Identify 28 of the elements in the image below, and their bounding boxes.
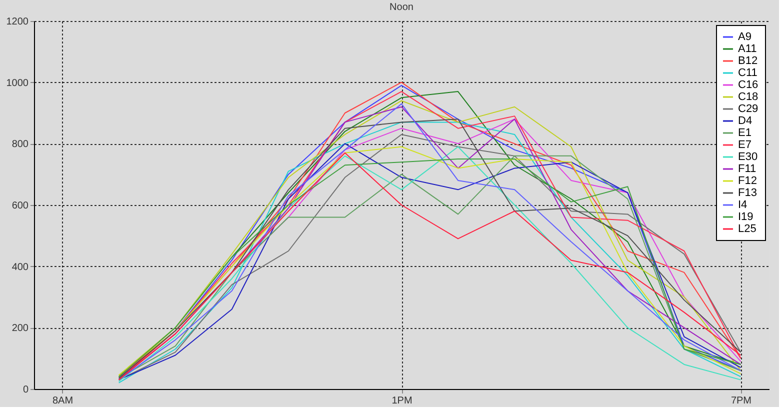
legend-label: I4: [738, 199, 748, 211]
x-tick-label: 1PM: [392, 396, 412, 406]
legend-label: A9: [738, 31, 752, 43]
legend-label: C29: [738, 103, 758, 115]
legend-label: C16: [738, 79, 758, 91]
legend-label: C18: [738, 91, 758, 103]
chart-title: Noon: [390, 2, 414, 13]
legend-label: C11: [738, 67, 758, 79]
legend-label: A11: [738, 43, 757, 55]
legend-label: F13: [738, 187, 757, 199]
y-tick-label: 800: [12, 139, 29, 150]
y-tick-label: 600: [12, 200, 29, 212]
legend-label: I19: [738, 211, 754, 223]
legend-label: F12: [738, 175, 757, 187]
legend-label: D4: [738, 115, 752, 127]
y-tick-label: 200: [12, 323, 29, 334]
legend-label: L25: [738, 223, 756, 235]
x-tick-label: 8AM: [52, 396, 74, 406]
legend-label: E1: [738, 127, 752, 139]
legend-label: B12: [738, 55, 758, 67]
y-tick-label: 1200: [6, 16, 29, 28]
legend-label: F11: [738, 163, 756, 175]
legend-label: E7: [738, 139, 752, 151]
y-tick-label: 1000: [6, 78, 29, 89]
y-tick-label: 400: [12, 262, 29, 273]
x-tick-label: 7PM: [730, 396, 752, 406]
y-tick-label: 0: [22, 384, 29, 396]
legend-label: E30: [738, 151, 758, 163]
